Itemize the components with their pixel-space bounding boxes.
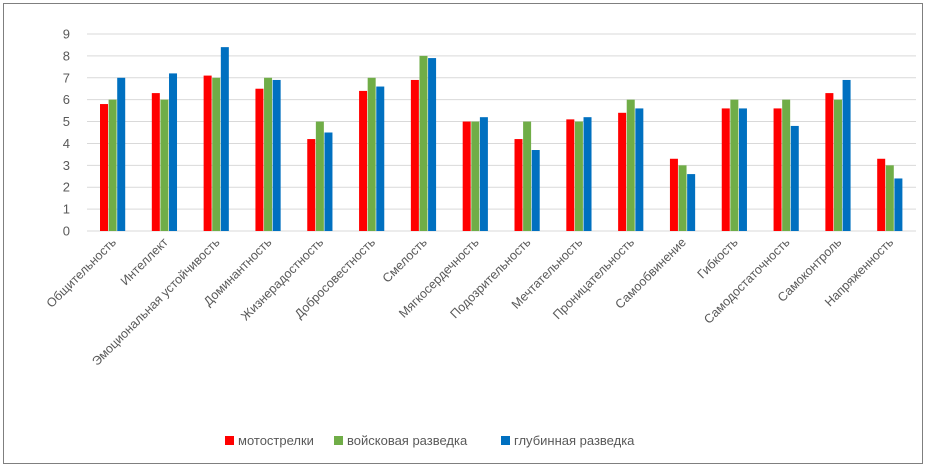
x-category-label: Самодостаточность <box>701 235 792 326</box>
bar <box>583 117 592 231</box>
y-tick-label: 8 <box>63 48 70 63</box>
bar <box>117 77 126 232</box>
bar <box>462 121 471 231</box>
bar <box>324 132 333 231</box>
bar <box>203 75 212 231</box>
bar <box>635 108 644 231</box>
bar <box>100 104 109 231</box>
bar <box>255 88 264 231</box>
bar <box>687 174 696 231</box>
legend-swatch <box>501 436 510 445</box>
bar <box>566 119 575 231</box>
bar <box>626 99 635 232</box>
bar <box>410 79 419 231</box>
bar <box>264 77 273 232</box>
legend: мотострелки войсковая разведка глубинная р… <box>225 433 635 448</box>
bar <box>894 178 903 231</box>
legend-swatch <box>334 436 343 445</box>
y-tick-label: 9 <box>63 27 70 42</box>
y-axis-tick-labels: 0 1 2 3 4 5 6 7 8 9 <box>63 27 70 239</box>
legend-swatch <box>225 436 234 445</box>
y-tick-label: 1 <box>63 202 70 217</box>
y-tick-label: 0 <box>63 224 70 239</box>
y-tick-label: 6 <box>63 92 70 107</box>
chart-frame: 0 1 2 3 4 5 6 7 8 9 Общительность Интеллект Эмоцион… <box>3 3 923 464</box>
bar <box>721 108 730 231</box>
bar <box>428 58 437 232</box>
bar <box>471 121 480 231</box>
bar <box>877 158 886 231</box>
legend-label: войсковая разведка <box>347 433 468 448</box>
bar <box>315 121 324 231</box>
bar <box>307 139 316 231</box>
bar <box>825 93 834 231</box>
bars <box>100 47 903 232</box>
bar <box>272 79 281 231</box>
bar <box>885 165 894 231</box>
bar <box>678 165 687 231</box>
x-category-label: Гибкость <box>695 235 741 281</box>
legend-label: мотострелки <box>238 433 314 448</box>
bar <box>669 158 678 231</box>
bar <box>419 55 428 232</box>
bar <box>514 139 523 231</box>
bar <box>169 73 178 232</box>
y-tick-label: 7 <box>63 70 70 85</box>
bar <box>833 99 842 232</box>
bar <box>220 47 229 232</box>
bar <box>108 99 117 232</box>
bar <box>359 90 368 232</box>
x-category-label: Смелость <box>380 235 430 285</box>
legend-label: глубинная разведка <box>514 433 635 448</box>
bar <box>574 121 583 231</box>
bar <box>212 77 221 232</box>
bar <box>782 99 791 232</box>
y-tick-label: 5 <box>63 114 70 129</box>
bar <box>730 99 739 232</box>
bar <box>738 108 747 231</box>
bar <box>618 112 627 231</box>
y-tick-label: 3 <box>63 158 70 173</box>
bar <box>151 93 160 231</box>
bar <box>531 150 540 231</box>
bar <box>773 108 782 231</box>
x-category-label: Общительность <box>44 235 119 310</box>
bar <box>790 125 799 231</box>
x-category-label: Интеллект <box>118 235 171 288</box>
y-tick-label: 2 <box>63 180 70 195</box>
bar <box>376 86 385 232</box>
bar <box>367 77 376 232</box>
bar-chart: 0 1 2 3 4 5 6 7 8 9 ОбщительностьИнтеллектЭмоцион… <box>44 27 916 448</box>
bar <box>160 99 169 232</box>
bar <box>479 117 488 231</box>
y-tick-label: 4 <box>63 136 70 151</box>
bar <box>523 121 532 231</box>
bar <box>842 79 851 231</box>
